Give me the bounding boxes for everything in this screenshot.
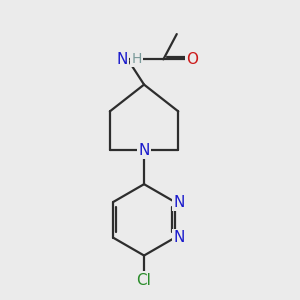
- Text: N: N: [138, 142, 150, 158]
- Text: Cl: Cl: [136, 273, 152, 288]
- Text: O: O: [187, 52, 199, 67]
- Text: N: N: [174, 194, 185, 209]
- Text: H: H: [131, 52, 142, 66]
- Text: N: N: [117, 52, 128, 67]
- Text: N: N: [174, 230, 185, 245]
